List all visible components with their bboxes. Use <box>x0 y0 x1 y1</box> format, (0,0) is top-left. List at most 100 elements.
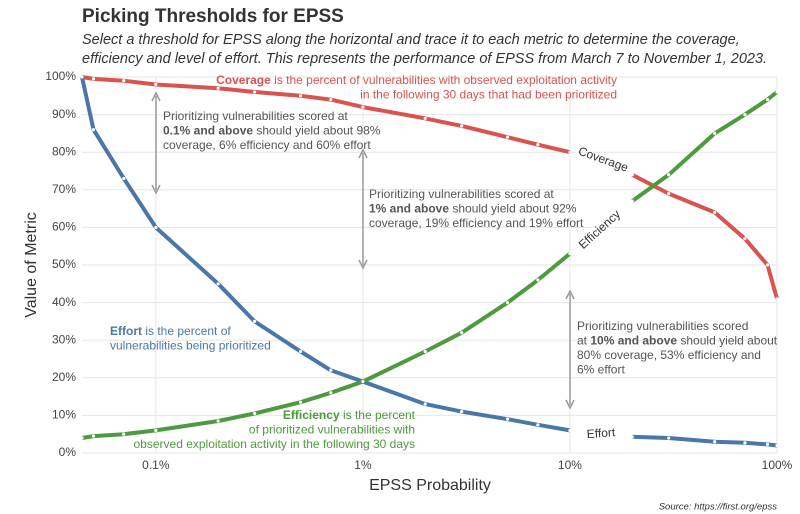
point <box>713 440 717 444</box>
point <box>423 402 427 406</box>
y-tick-label: 40% <box>52 295 76 309</box>
annotation: 80% coverage, 53% efficiency and <box>577 348 761 362</box>
annotation-part: should yield about <box>677 334 778 348</box>
annotation-part: Efficiency <box>283 408 340 422</box>
point <box>298 400 303 404</box>
annotation-part: 1% and above <box>369 202 449 216</box>
annotation-part: Prioritizing vulnerabilities scored <box>577 319 748 333</box>
point <box>630 173 634 177</box>
point <box>667 436 671 440</box>
annotation: 1% and above should yield about 92% <box>369 202 577 216</box>
chart-title: Picking Thresholds for EPSS <box>82 6 344 27</box>
point <box>713 210 717 214</box>
annotation: of prioritized vulnerabilities with <box>249 423 415 437</box>
y-tick-label: 90% <box>52 107 76 121</box>
subtitle: efficiency and level of effort. This rep… <box>82 51 767 67</box>
point <box>506 417 510 421</box>
point <box>765 97 770 102</box>
point <box>91 77 96 81</box>
y-tick-label: 80% <box>52 144 76 158</box>
point <box>361 379 365 384</box>
point <box>775 443 779 448</box>
y-tick-label: 20% <box>52 370 76 384</box>
point <box>253 90 257 94</box>
annotation: in the following 30 days that had been p… <box>360 88 617 102</box>
annotation-part: coverage, 6% efficiency and 60% effort <box>163 138 371 152</box>
point <box>765 442 770 446</box>
point <box>667 191 671 196</box>
point <box>743 113 747 117</box>
point <box>568 428 572 433</box>
annotation-part: coverage, 19% efficiency and 19% effort <box>369 216 584 230</box>
x-tick-label: 0.1% <box>142 458 170 472</box>
arrows <box>151 91 575 410</box>
annotation-part: vulnerabilities being prioritized <box>110 339 271 353</box>
y-tick-label: 70% <box>52 182 76 196</box>
point <box>122 176 126 181</box>
annotation-part: is the percent <box>340 408 416 422</box>
y-tick-label: 100% <box>45 69 76 83</box>
point <box>253 319 257 323</box>
annotation-part: Coverage <box>216 73 271 87</box>
point <box>80 436 84 440</box>
series-label: Effort <box>586 425 616 441</box>
point <box>329 97 333 102</box>
source: Source: https://first.org/epss <box>659 502 778 513</box>
point <box>329 368 333 372</box>
point <box>298 349 303 354</box>
point <box>154 428 158 433</box>
annotation: Effort is the percent of <box>110 324 231 338</box>
annotation: 0.1% and above should yield about 98% <box>163 124 381 138</box>
x-tick-label: 100% <box>762 458 793 472</box>
annotation: coverage, 19% efficiency and 19% effort <box>369 216 584 230</box>
point <box>460 124 464 128</box>
annotation-part: of prioritized vulnerabilities with <box>249 423 415 437</box>
point <box>154 82 158 87</box>
point <box>630 199 634 203</box>
point <box>568 252 572 256</box>
point <box>460 410 464 414</box>
x-axis-label: EPSS Probability <box>369 477 491 494</box>
annotation: Efficiency is the percent <box>283 408 416 422</box>
point <box>536 423 540 427</box>
point <box>506 301 510 305</box>
annotation-part: Prioritizing vulnerabilities scored at <box>163 109 348 123</box>
y-tick-label: 0% <box>59 445 77 459</box>
point <box>713 131 717 135</box>
y-tick-label: 30% <box>52 332 76 346</box>
point <box>775 90 779 94</box>
y-tick-label: 10% <box>52 408 76 422</box>
point <box>361 105 365 109</box>
annotation: Coverage is the percent of vulnerabiliti… <box>216 73 617 87</box>
annotation: Prioritizing vulnerabilities scored at <box>163 109 348 123</box>
point <box>329 391 333 395</box>
y-tick-label: 50% <box>52 257 76 271</box>
point <box>506 135 510 139</box>
point <box>298 94 303 98</box>
point <box>80 75 84 79</box>
series-line <box>81 75 779 300</box>
annotation-part: 0.1% and above <box>163 124 253 138</box>
annotation-part: 80% coverage, 53% efficiency and <box>577 348 761 362</box>
annotation-part: 10% and above <box>590 334 677 348</box>
annotation: observed exploitation activity in the fo… <box>134 437 416 451</box>
annotation-part: 6% effort <box>577 363 625 377</box>
annotation: Prioritizing vulnerabilities scored at <box>369 187 554 201</box>
point <box>743 441 747 445</box>
point <box>216 86 220 90</box>
point <box>91 434 96 438</box>
annotation-part: is the percent of vulnerabilities with o… <box>271 73 617 87</box>
point <box>216 282 220 286</box>
annotation: 6% effort <box>577 363 625 377</box>
annotation-part: should yield about 98% <box>253 124 381 138</box>
annotation-part: in the following 30 days that had been p… <box>360 88 617 102</box>
y-tick-label: 60% <box>52 220 76 234</box>
annotation-part: Prioritizing vulnerabilities scored at <box>369 187 554 201</box>
arrow <box>565 289 575 410</box>
point <box>216 419 220 423</box>
point <box>667 173 671 177</box>
point <box>253 411 257 416</box>
point <box>91 128 96 132</box>
point <box>536 278 540 282</box>
